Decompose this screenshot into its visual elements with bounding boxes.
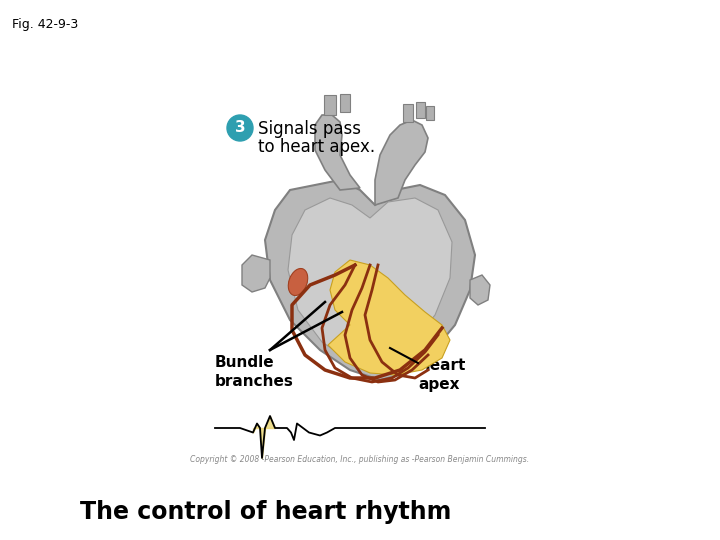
Polygon shape [328,260,450,375]
Bar [426,106,434,120]
Text: Signals pass: Signals pass [258,120,361,138]
Polygon shape [470,275,490,305]
Bar [416,102,425,118]
Bar [403,104,413,122]
Polygon shape [375,120,428,205]
Text: Fig. 42-9-3: Fig. 42-9-3 [12,18,78,31]
Circle shape [227,115,253,141]
Ellipse shape [288,268,307,295]
Polygon shape [265,180,475,380]
Polygon shape [288,198,452,370]
Text: 3: 3 [235,120,246,136]
Text: The control of heart rhythm: The control of heart rhythm [80,500,451,524]
Text: Heart
apex: Heart apex [418,358,467,392]
Polygon shape [315,115,360,190]
Polygon shape [242,255,270,292]
Bar [324,95,336,115]
Text: Copyright © 2008 -Pearson Education, Inc., publishing as -Pearson Benjamin Cummi: Copyright © 2008 -Pearson Education, Inc… [190,455,530,464]
Text: Bundle
branches: Bundle branches [215,355,294,389]
Bar [340,94,350,112]
Text: to heart apex.: to heart apex. [258,138,375,156]
